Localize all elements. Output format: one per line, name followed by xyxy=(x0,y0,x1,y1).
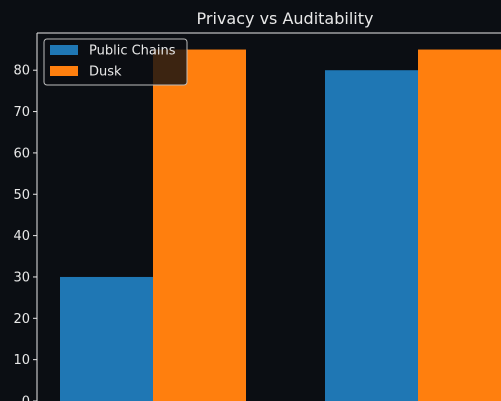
axes: 0 10 20 30 40 50 60 70 80 xyxy=(13,32,501,401)
bar-dusk-1 xyxy=(153,49,246,401)
bar-public-chains-2 xyxy=(325,70,418,401)
legend: Public Chains Dusk xyxy=(43,38,188,86)
y-tick-label: 80 xyxy=(13,64,30,79)
bar-dusk-2 xyxy=(418,49,501,401)
legend-swatch xyxy=(50,66,78,76)
y-tick-label: 10 xyxy=(13,353,30,368)
legend-label: Public Chains xyxy=(89,44,176,59)
y-tick-label: 40 xyxy=(13,229,30,244)
bars xyxy=(60,49,501,401)
y-tick-label: 20 xyxy=(13,312,30,327)
legend-box xyxy=(43,38,188,86)
y-tick-label: 70 xyxy=(13,105,30,120)
y-tick-label: 0 xyxy=(22,395,30,401)
chart-title: Privacy vs Auditability xyxy=(197,9,374,28)
y-tick-label: 50 xyxy=(13,188,30,203)
legend-swatch xyxy=(50,45,78,55)
legend-label: Dusk xyxy=(89,65,122,80)
y-tick-label: 60 xyxy=(13,146,30,161)
bar-public-chains-1 xyxy=(60,276,153,401)
y-tick-label: 30 xyxy=(13,270,30,285)
